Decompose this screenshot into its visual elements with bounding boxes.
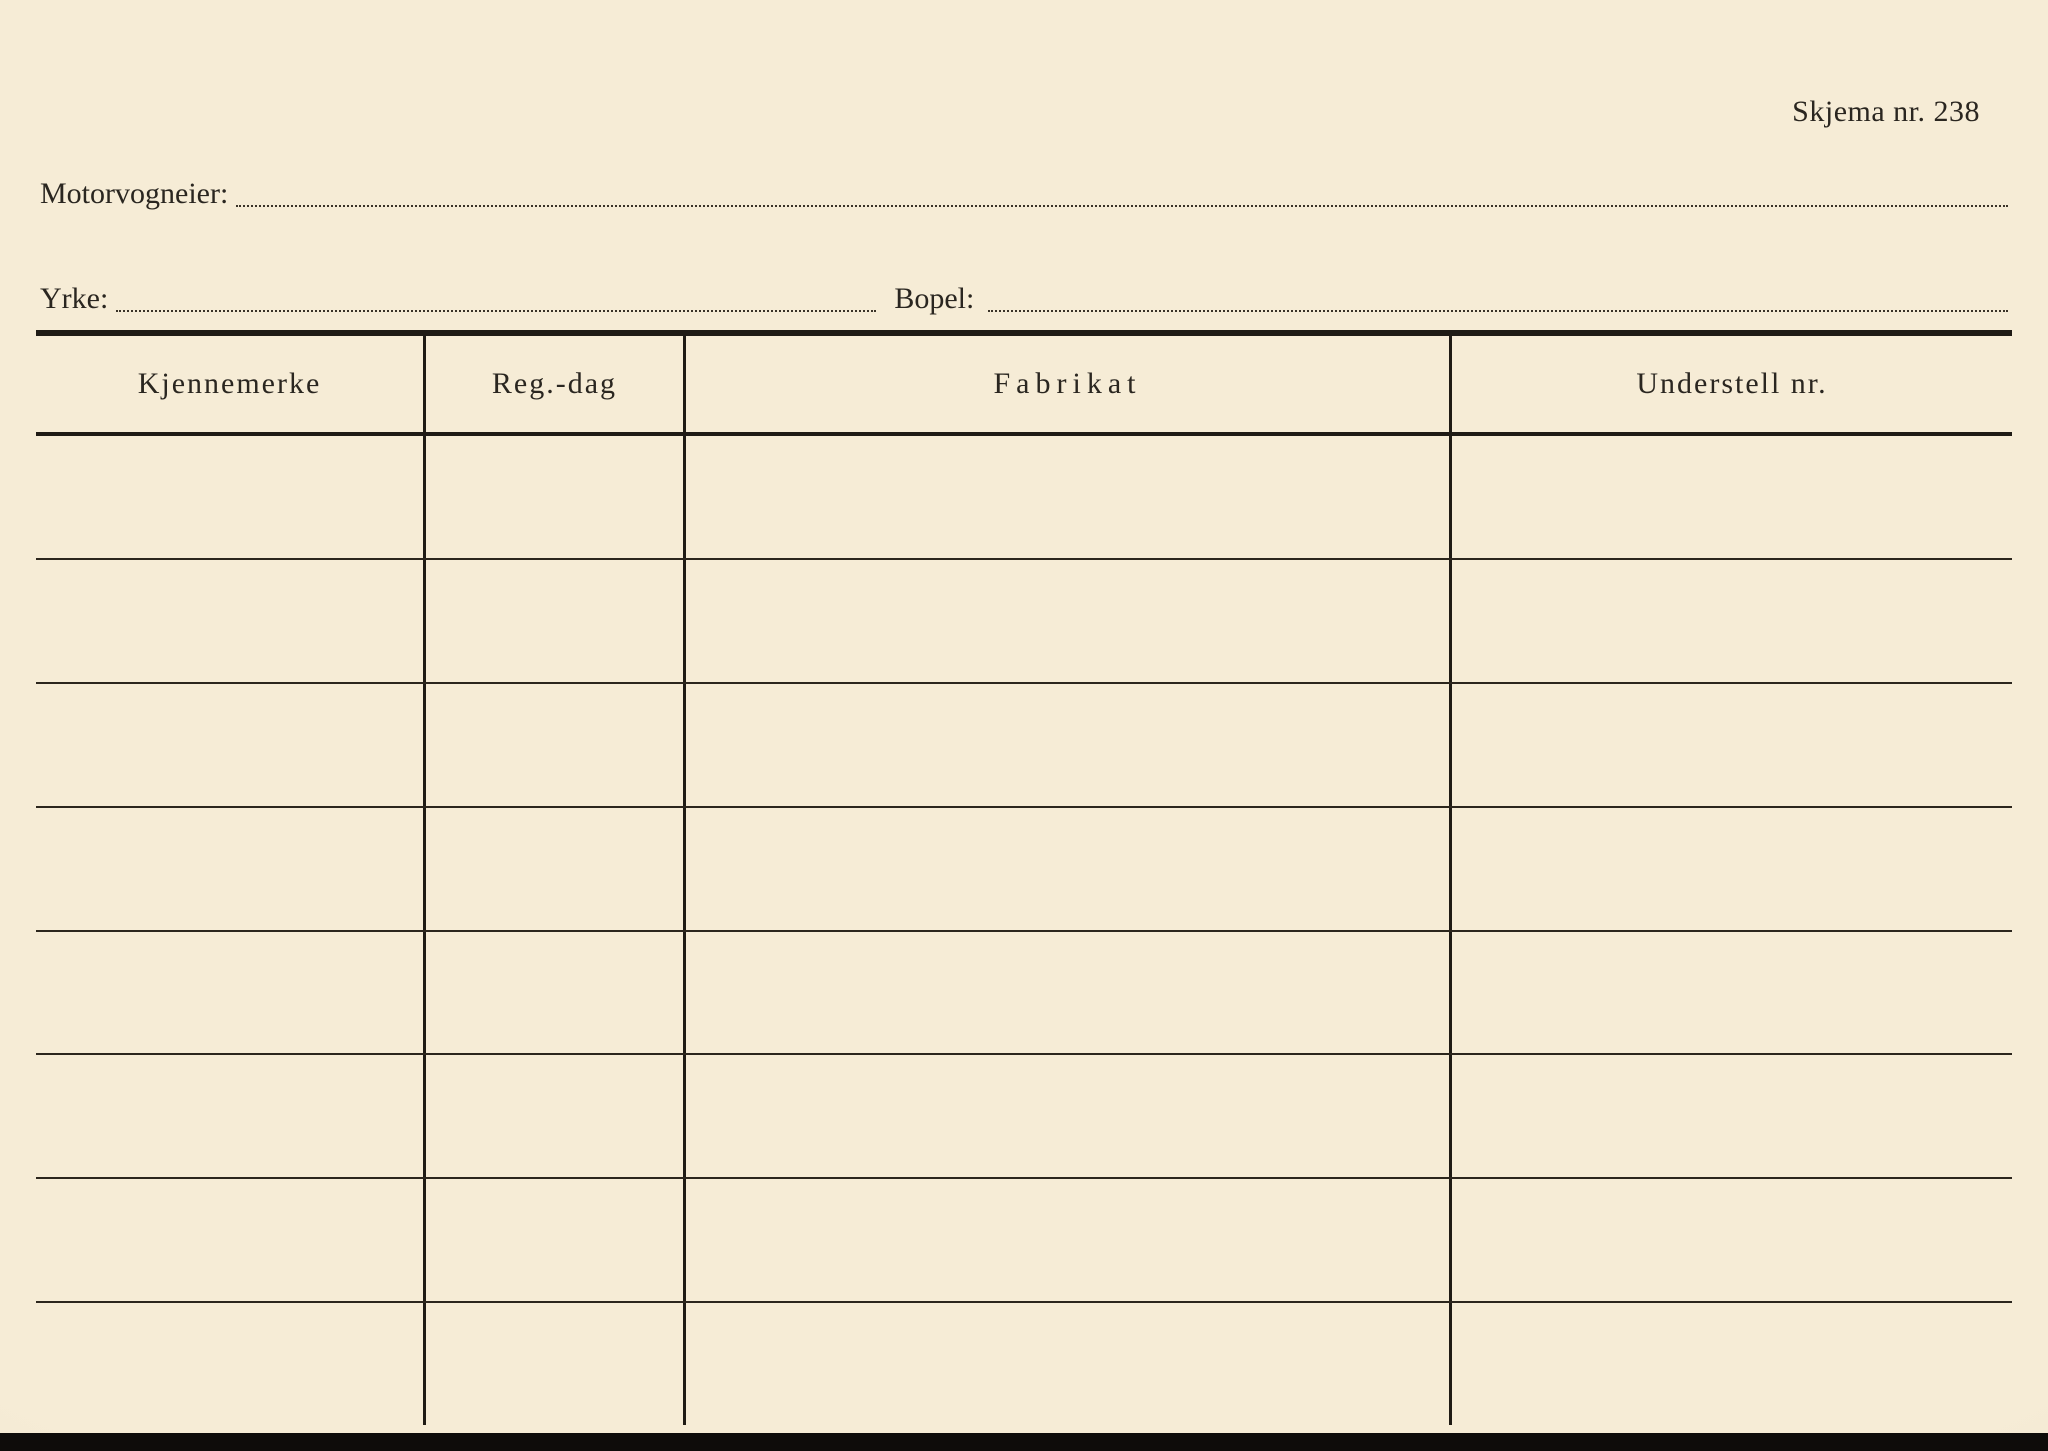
table-row [36,932,2012,1056]
table-header-row: Kjennemerke Reg.-dag Fabrikat Understell… [36,336,2012,436]
table-row [36,1055,2012,1179]
table-cell [686,684,1452,806]
table-body [36,436,2012,1425]
owner-label: Motorvogneier: [40,177,228,211]
registration-table: Kjennemerke Reg.-dag Fabrikat Understell… [36,330,2012,1425]
table-cell [686,1179,1452,1301]
table-row [36,1303,2012,1425]
table-cell [36,436,426,558]
col-header-reg-dag: Reg.-dag [426,336,686,432]
table-cell [686,808,1452,930]
table-cell [426,808,686,930]
table-cell [686,932,1452,1054]
table-cell [426,560,686,682]
form-card: Skjema nr. 238 Motorvogneier: Yrke: Bope… [0,0,2048,1451]
table-cell [1452,560,2012,682]
bopel-value-line [988,280,2008,312]
table-cell [1452,932,2012,1054]
table-cell [1452,1055,2012,1177]
owner-value-line [236,175,2008,207]
table-cell [1452,1179,2012,1301]
table-cell [426,1179,686,1301]
table-cell [36,1303,426,1425]
table-row [36,436,2012,560]
table-cell [426,436,686,558]
col-header-fabrikat: Fabrikat [686,336,1452,432]
table-cell [1452,436,2012,558]
table-cell [1452,684,2012,806]
table-cell [686,436,1452,558]
table-row [36,808,2012,932]
table-cell [36,684,426,806]
col-header-kjennemerke: Kjennemerke [36,336,426,432]
yrke-bopel-row: Yrke: Bopel: [40,280,2008,316]
table-row [36,1179,2012,1303]
table-cell [36,808,426,930]
table-row [36,560,2012,684]
table-cell [426,932,686,1054]
table-cell [36,1055,426,1177]
table-row [36,684,2012,808]
table-cell [36,1179,426,1301]
owner-row: Motorvogneier: [40,175,2008,211]
yrke-value-line [116,280,876,312]
table-cell [36,932,426,1054]
table-cell [426,1303,686,1425]
col-header-understell-nr: Understell nr. [1452,336,2012,432]
table-cell [686,560,1452,682]
table-cell [1452,1303,2012,1425]
yrke-label: Yrke: [40,282,108,316]
table-cell [426,684,686,806]
table-cell [1452,808,2012,930]
form-number: Skjema nr. 238 [1792,95,1980,129]
table-cell [686,1055,1452,1177]
table-cell [426,1055,686,1177]
bopel-label: Bopel: [894,282,974,316]
table-cell [36,560,426,682]
table-cell [686,1303,1452,1425]
